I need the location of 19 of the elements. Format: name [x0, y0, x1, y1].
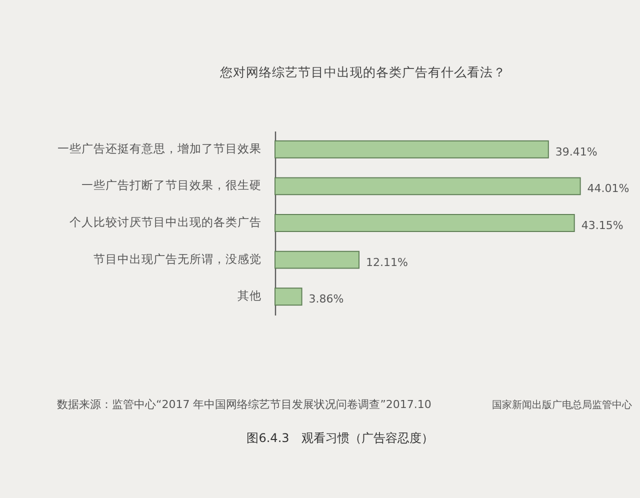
- bar: [274, 140, 549, 158]
- data-label: 3.86%: [308, 292, 344, 306]
- data-label: 44.01%: [587, 182, 630, 196]
- chart-title: 您对网络综艺节目中出现的各类广告有什么看法？: [219, 64, 506, 80]
- y-tick-label: 一些广告打断了节目效果，很生硬: [82, 178, 262, 192]
- y-tick-label: 一些广告还挺有意思，增加了节目效果: [58, 141, 262, 156]
- y-tick-label: 节目中出现广告无所谓，没感觉: [94, 252, 262, 266]
- bar: [274, 288, 302, 306]
- source-note: 数据来源：监管中心“2017 年中国网络综艺节目发展状况问卷调查”2017.10: [57, 398, 432, 411]
- data-label: 43.15%: [581, 219, 624, 232]
- text: 国家新闻出版广电总局监管中心: [492, 399, 632, 411]
- caption: 图6.4.3 观看习惯（广告容忍度）: [246, 431, 434, 445]
- bar: [274, 250, 360, 269]
- y-tick-label: 个人比较讨厌节目中出现的各类广告: [70, 215, 262, 229]
- data-label: 12.11%: [366, 256, 408, 269]
- data-label: 39.41%: [555, 145, 598, 158]
- y-tick-label: 其他: [238, 288, 262, 303]
- bar: [274, 177, 581, 196]
- bar: [274, 214, 575, 232]
